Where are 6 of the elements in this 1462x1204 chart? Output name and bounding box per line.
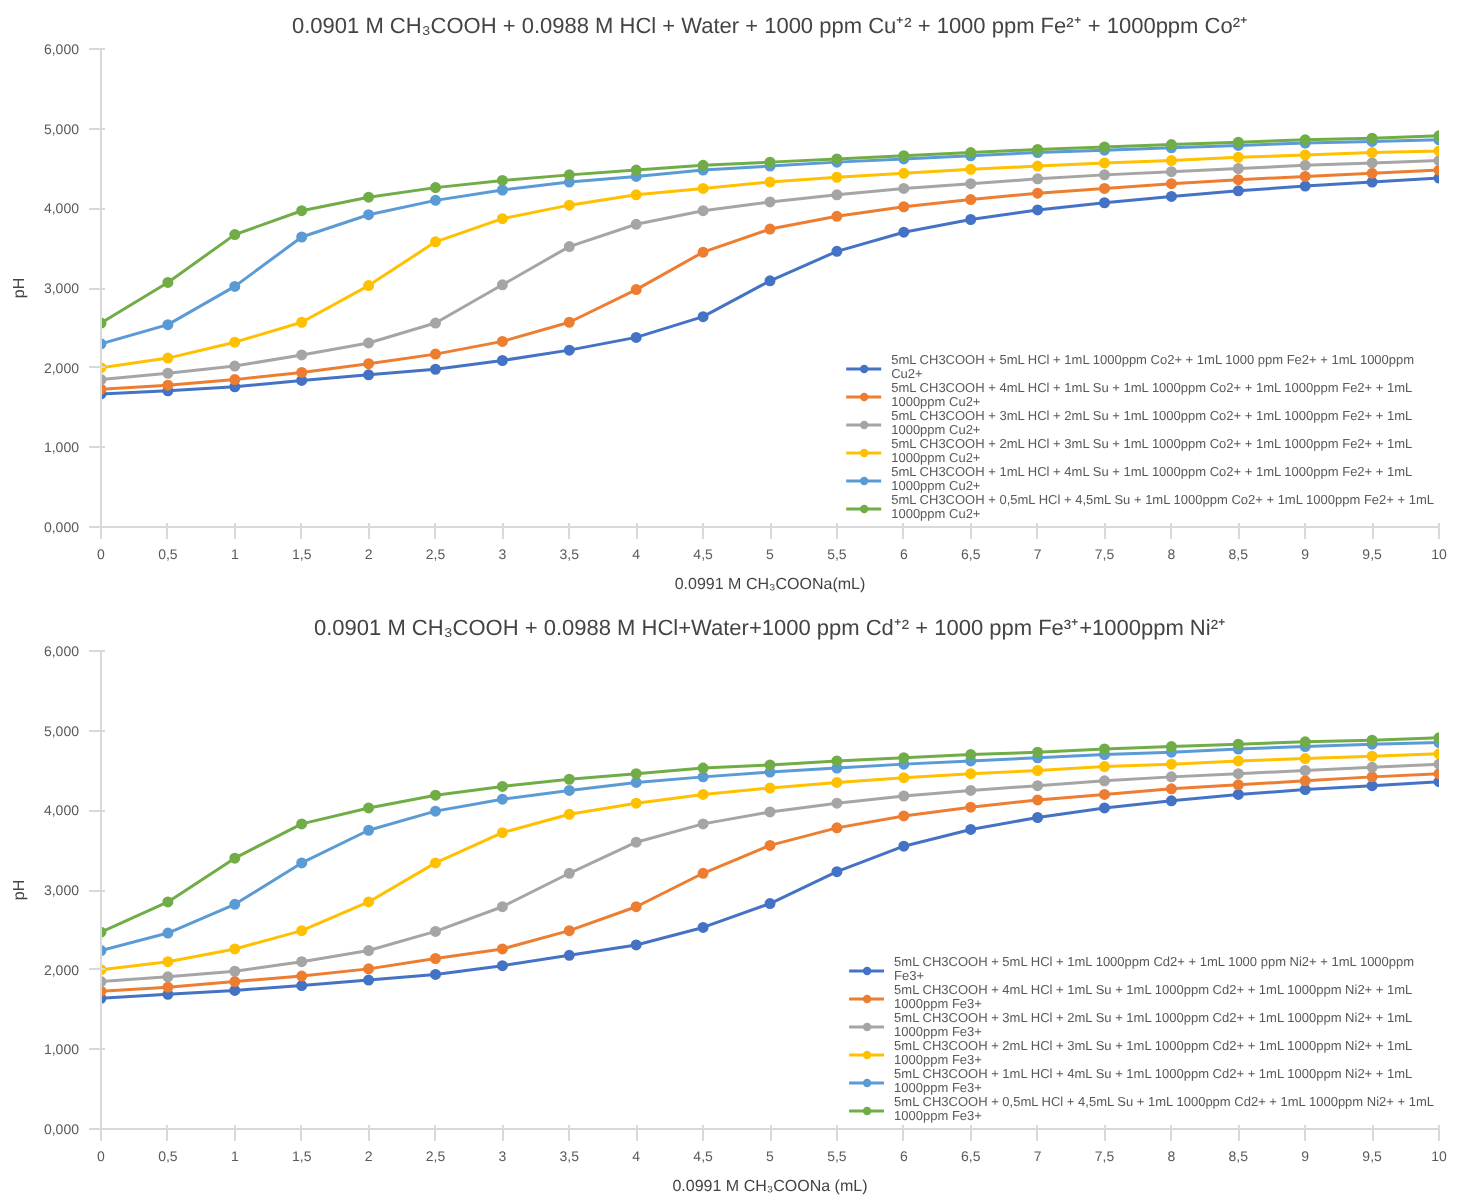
chart-title: 0.0901 M CH₃COOH + 0.0988 M HCl+Water+1000 ppm Cd⁺² + 1000 ppm Fe³⁺+1000ppm Ni²⁺: [314, 617, 1226, 641]
chart-title: 0.0901 M CH₃COOH + 0.0988 M HCl + Water + 1000 ppm Cu⁺² + 1000 ppm Fe²⁺ + 1000ppm Co²⁺: [292, 15, 1249, 39]
y-axis-title: pH: [9, 879, 28, 901]
y-axis-title: pH: [9, 277, 28, 299]
x-axis-title: 0.0991 M CH₃COONa (mL): [672, 1177, 869, 1195]
x-axis-title: 0.0991 M CH₃COONa(mL): [674, 575, 866, 593]
